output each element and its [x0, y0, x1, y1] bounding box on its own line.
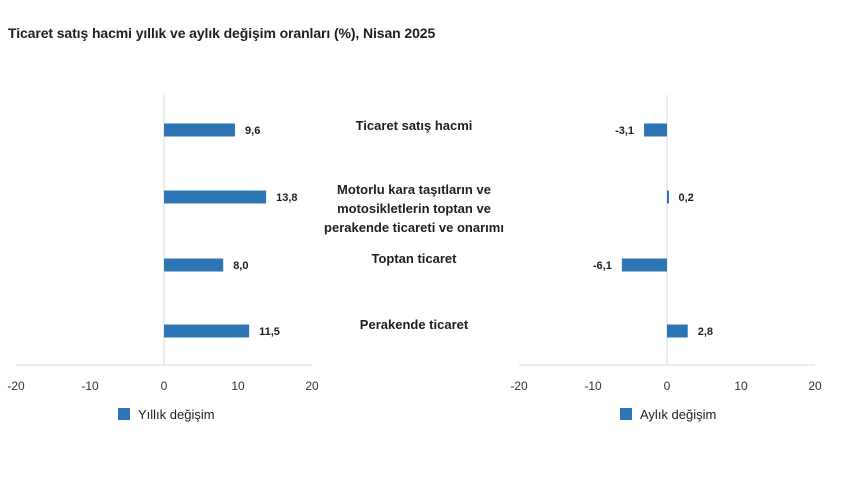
- aylik-bar-1: [667, 190, 669, 204]
- category-label-3-line-0: Perakende ticaret: [360, 317, 469, 332]
- yillik-value-label-1: 13,8: [276, 192, 297, 204]
- aylik-legend-swatch: [620, 408, 632, 420]
- aylik-tick-label-0: -20: [510, 379, 528, 393]
- yillik-value-label-3: 11,5: [259, 326, 280, 338]
- aylik-value-label-1: 0,2: [678, 192, 693, 204]
- aylik-value-label-2: -6,1: [593, 260, 612, 272]
- yillik-bar-0: [164, 123, 236, 137]
- category-label-0-line-0: Ticaret satış hacmi: [356, 118, 473, 133]
- aylik-tick-label-1: -10: [584, 379, 602, 393]
- category-label-1-line-0: Motorlu kara taşıtların ve: [337, 182, 491, 197]
- aylik-bar-2: [621, 258, 667, 272]
- chart-title: Ticaret satış hacmi yıllık ve aylık deği…: [8, 25, 436, 41]
- yillik-bar-2: [164, 258, 224, 272]
- yillik-bar-3: [164, 324, 250, 338]
- category-label-1-line-1: motosikletlerin toptan ve: [337, 201, 491, 216]
- aylik-value-label-3: 2,8: [698, 326, 713, 338]
- yillik-bar-1: [164, 190, 267, 204]
- aylik-bar-3: [667, 324, 688, 338]
- aylik-tick-label-4: 20: [808, 379, 822, 393]
- yillik-value-label-2: 8,0: [233, 260, 248, 272]
- yillik-tick-label-0: -20: [7, 379, 25, 393]
- category-label-2-line-0: Toptan ticaret: [372, 251, 458, 266]
- yillik-tick-label-4: 20: [305, 379, 319, 393]
- category-label-1-line-2: perakende ticareti ve onarımı: [324, 220, 504, 235]
- yillik-tick-label-3: 10: [231, 379, 245, 393]
- yillik-legend-label: Yıllık değişim: [138, 407, 215, 422]
- aylik-value-label-0: -3,1: [615, 125, 634, 137]
- yillik-value-label-0: 9,6: [245, 125, 260, 137]
- aylik-bar-0: [644, 123, 667, 137]
- aylik-tick-label-3: 10: [734, 379, 748, 393]
- yillik-legend-swatch: [118, 408, 130, 420]
- aylik-tick-label-2: 0: [664, 379, 671, 393]
- yillik-tick-label-2: 0: [161, 379, 168, 393]
- aylik-legend-label: Aylık değişim: [640, 407, 716, 422]
- yillik-tick-label-1: -10: [81, 379, 99, 393]
